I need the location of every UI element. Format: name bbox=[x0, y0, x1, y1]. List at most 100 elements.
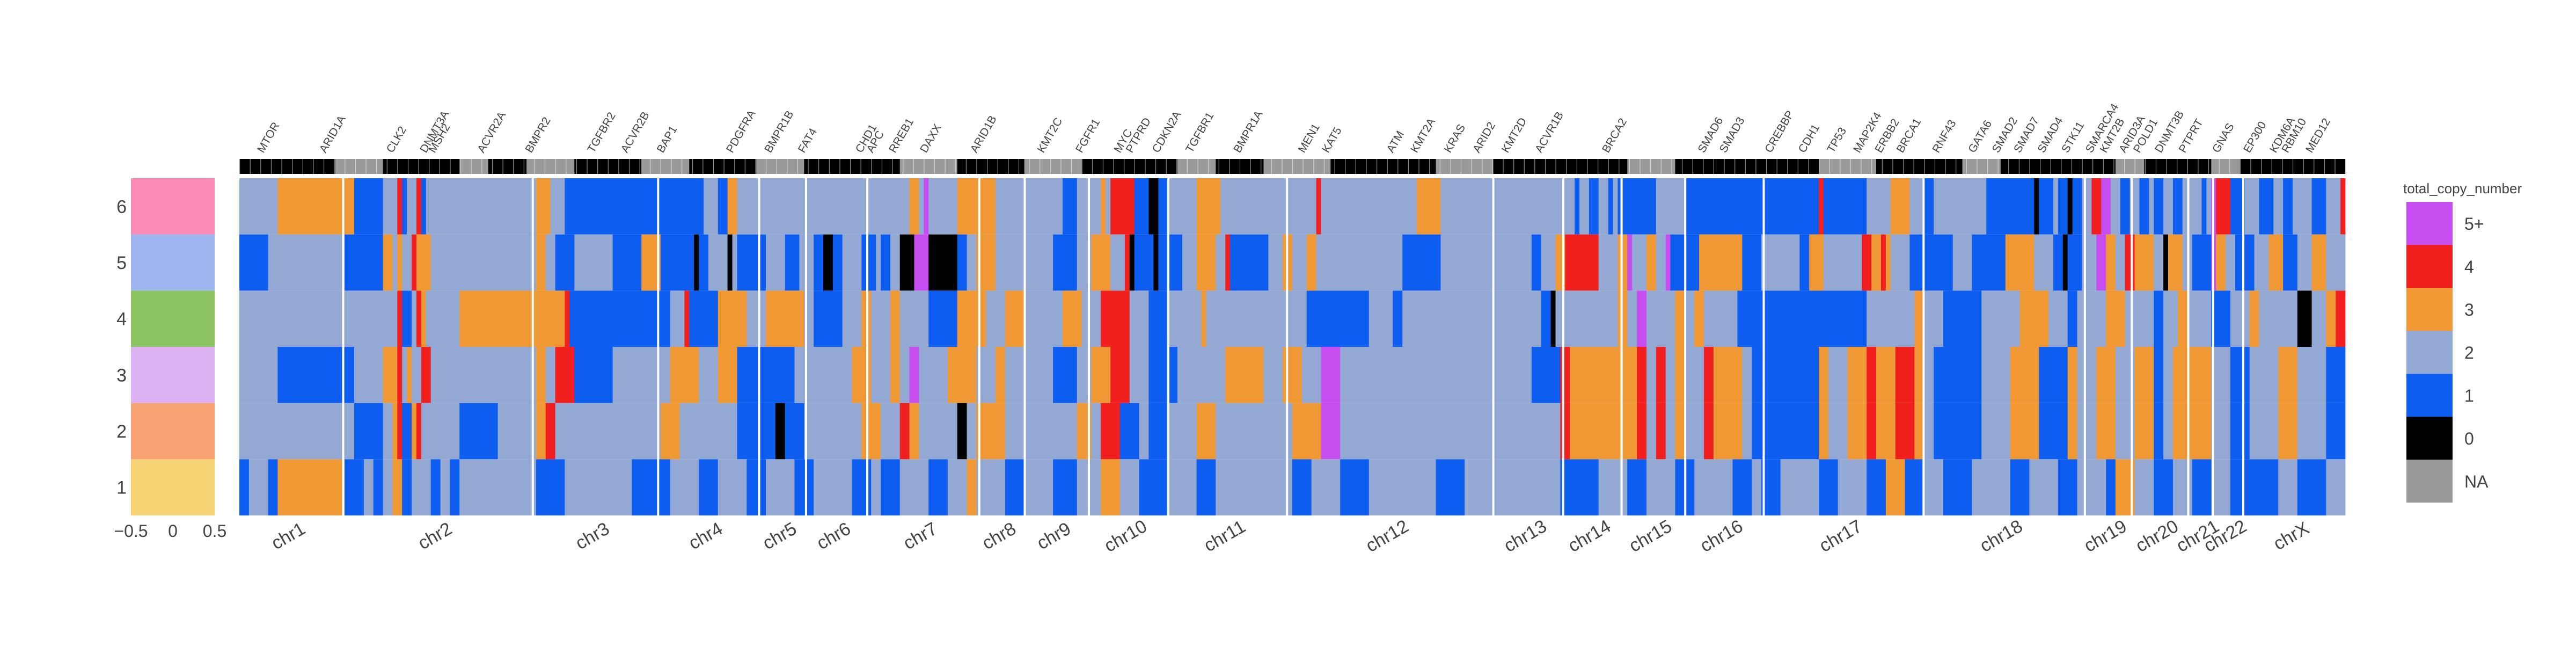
cn-segment bbox=[732, 234, 737, 291]
cn-segment bbox=[2211, 347, 2231, 403]
cn-segment bbox=[785, 403, 804, 460]
gene-track bbox=[239, 159, 2346, 174]
cn-segment bbox=[660, 403, 680, 460]
cn-segment bbox=[2019, 290, 2049, 347]
gene-label: KMT2C bbox=[1035, 115, 1065, 155]
cn-segment bbox=[416, 234, 431, 291]
cn-segment bbox=[909, 347, 919, 403]
cn-segment bbox=[2091, 178, 2102, 235]
cn-segment bbox=[2297, 290, 2312, 347]
cn-segment bbox=[2039, 178, 2054, 235]
legend-swatch bbox=[2406, 331, 2453, 374]
cn-segment bbox=[1440, 234, 1532, 291]
gene-track-tick bbox=[334, 159, 335, 174]
cn-segment bbox=[2249, 459, 2279, 515]
gene-track-tick bbox=[576, 159, 577, 174]
cn-segment bbox=[1340, 347, 1436, 403]
cn-segment bbox=[397, 178, 402, 235]
cn-segment bbox=[1268, 234, 1283, 291]
cn-segment bbox=[1665, 234, 1671, 291]
cn-segment bbox=[412, 403, 417, 460]
gene-track-tick bbox=[1787, 159, 1788, 174]
chromosome-label: chr17 bbox=[1816, 516, 1866, 556]
cn-segment bbox=[2326, 403, 2346, 460]
cn-segment bbox=[383, 347, 398, 403]
sample-strip-cell bbox=[131, 347, 215, 403]
gene-track-tick bbox=[1745, 159, 1746, 174]
cn-segment bbox=[1914, 403, 1924, 460]
cn-segment bbox=[555, 347, 575, 403]
cn-segment bbox=[2292, 178, 2312, 235]
cn-segment bbox=[794, 459, 814, 515]
cn-segment bbox=[1685, 403, 1704, 460]
cn-segment bbox=[1637, 290, 1647, 347]
cn-segment bbox=[1101, 459, 1121, 515]
cn-segment bbox=[1838, 459, 1867, 515]
gene-track-tick bbox=[1271, 159, 1272, 174]
cn-segment bbox=[1053, 234, 1078, 291]
cn-segment bbox=[1129, 290, 1149, 347]
gene-track-tick bbox=[1608, 159, 1609, 174]
cn-segment bbox=[881, 234, 891, 291]
gene-track-tick bbox=[1302, 159, 1304, 174]
gene-track-tick bbox=[1060, 159, 1062, 174]
cn-segment bbox=[766, 290, 804, 347]
cn-segment bbox=[1101, 178, 1106, 235]
cn-segment bbox=[1555, 290, 1599, 347]
cn-segment bbox=[2297, 234, 2312, 291]
gene-track-segment bbox=[1024, 159, 1082, 174]
cn-segment bbox=[1570, 403, 1637, 460]
cn-segment bbox=[1819, 347, 1829, 403]
sample-strip-cell bbox=[131, 178, 215, 235]
cn-segment bbox=[1024, 459, 1053, 515]
cn-segment bbox=[1589, 178, 1599, 235]
gene-track-segment bbox=[1177, 159, 1216, 174]
cn-segment bbox=[871, 290, 891, 347]
cn-segment bbox=[2172, 459, 2193, 515]
cn-segment bbox=[2254, 234, 2269, 291]
gene-track-tick bbox=[1408, 159, 1409, 174]
cn-segment bbox=[1531, 234, 1542, 291]
cn-segment bbox=[1216, 459, 1293, 515]
cn-segment bbox=[2106, 290, 2126, 347]
cn-segment bbox=[1579, 178, 1590, 235]
gene-track-tick bbox=[1829, 159, 1830, 174]
cn-segment bbox=[881, 459, 901, 515]
legend-label: NA bbox=[2464, 472, 2489, 491]
cn-segment bbox=[1598, 234, 1618, 291]
cn-segment bbox=[1972, 459, 2011, 515]
gene-track-tick bbox=[513, 159, 514, 174]
cn-segment bbox=[1761, 347, 1819, 403]
gene-track-segment bbox=[2144, 159, 2212, 174]
cn-segment bbox=[1742, 403, 1752, 460]
cn-segment bbox=[689, 403, 737, 460]
cn-segment bbox=[1646, 290, 1675, 347]
cn-segment bbox=[2039, 403, 2068, 460]
cn-segment bbox=[392, 403, 398, 460]
row-label: 6 bbox=[116, 197, 127, 217]
cn-segment bbox=[2192, 459, 2212, 515]
chromosome-label: chr1 bbox=[268, 518, 309, 554]
cn-segment bbox=[239, 290, 398, 347]
cn-segment bbox=[1541, 234, 1556, 291]
cn-segment bbox=[550, 178, 565, 235]
cn-segment bbox=[775, 403, 786, 460]
cn-segment bbox=[996, 178, 1063, 235]
cn-segment bbox=[1053, 403, 1078, 460]
cn-segment bbox=[1091, 403, 1101, 460]
cn-segment bbox=[2111, 178, 2121, 235]
cn-segment bbox=[1168, 403, 1197, 460]
cn-segment bbox=[363, 234, 383, 291]
cn-segment bbox=[1694, 178, 1781, 235]
cn-segment bbox=[392, 234, 398, 291]
cn-segment bbox=[1867, 290, 1915, 347]
cn-segment bbox=[1847, 403, 1867, 460]
chromosome-label: chr7 bbox=[900, 518, 941, 554]
cn-segment bbox=[1713, 347, 1743, 403]
cn-segment bbox=[1972, 234, 2006, 291]
cn-segment bbox=[1139, 459, 1168, 515]
gene-track-segment bbox=[459, 159, 489, 174]
cn-segment bbox=[2139, 178, 2149, 235]
cn-segment bbox=[1780, 178, 1819, 235]
gene-track-tick bbox=[1450, 159, 1451, 174]
